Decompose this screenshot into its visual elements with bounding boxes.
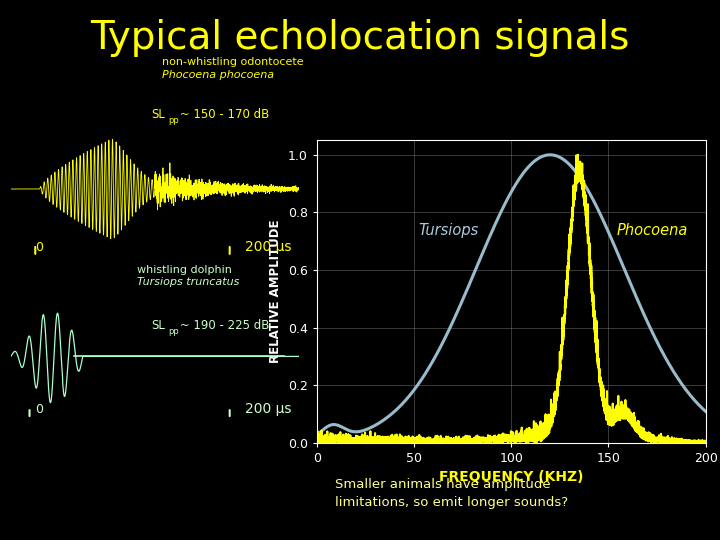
Y-axis label: RELATIVE AMPLITUDE: RELATIVE AMPLITUDE [269,220,282,363]
Text: Phocoena phocoena: Phocoena phocoena [162,70,274,80]
Text: Typical echolocation signals: Typical echolocation signals [90,19,630,57]
Text: whistling dolphin: whistling dolphin [137,265,232,275]
Text: pp: pp [168,327,179,336]
Text: 0: 0 [35,241,44,254]
Text: SL: SL [151,109,165,122]
X-axis label: FREQUENCY (KHZ): FREQUENCY (KHZ) [439,470,583,484]
Text: Tursiops truncatus: Tursiops truncatus [137,277,239,287]
Text: Smaller animals have amplitude: Smaller animals have amplitude [335,478,550,491]
Text: 200 μs: 200 μs [245,402,292,416]
Text: Phocoena: Phocoena [616,224,688,239]
Text: limitations, so emit longer sounds?: limitations, so emit longer sounds? [335,496,568,509]
Text: ~ 190 - 225 dB: ~ 190 - 225 dB [176,319,270,332]
Text: Tursiops: Tursiops [418,224,478,239]
Text: ~ 150 - 170 dB: ~ 150 - 170 dB [176,109,270,122]
Text: pp: pp [168,116,179,125]
Text: 0: 0 [35,403,44,416]
Text: SL: SL [151,319,165,332]
Text: 200 μs: 200 μs [245,240,292,254]
Text: non-whistling odontocete: non-whistling odontocete [162,57,304,67]
